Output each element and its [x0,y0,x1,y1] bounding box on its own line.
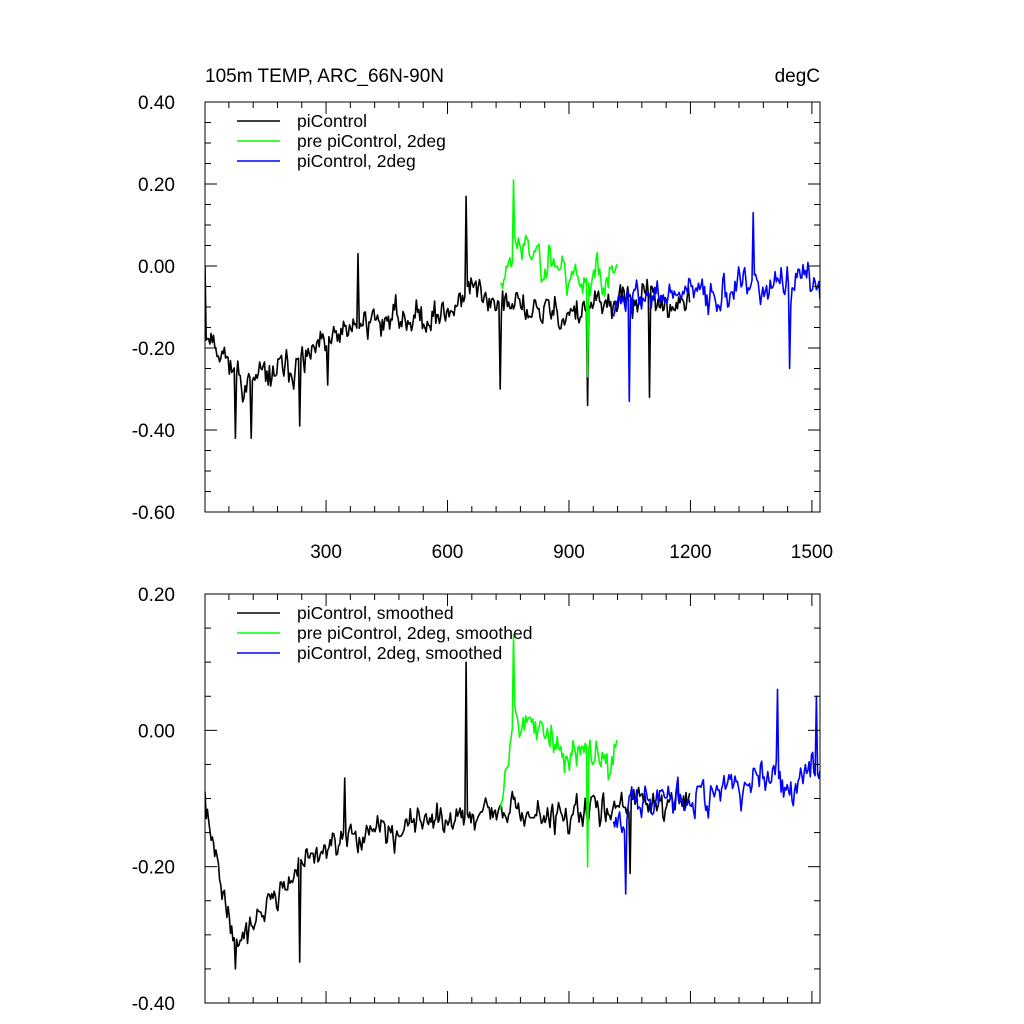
y-tick-label: -0.40 [132,421,175,442]
series-line-2 [499,634,618,868]
y-tick-label: 0.40 [138,93,175,114]
series-group [205,179,820,439]
series-line-3 [612,688,820,895]
series-line-1 [205,661,691,970]
y-tick-label: -0.20 [132,858,175,879]
series-group [205,634,820,970]
legend-label: pre piControl, 2deg [297,131,446,151]
y-tick-label: -0.40 [132,994,175,1015]
chart-units: degC [775,66,820,87]
y-tick-label: -0.20 [132,339,175,360]
x-tick-label: 1200 [669,542,711,563]
legend-label: piControl, 2deg [297,151,416,171]
x-tick-label: 300 [310,542,342,563]
series-line-1 [205,195,691,439]
chart-title: 105m TEMP, ARC_66N-90N [205,66,444,87]
legend-label: piControl [297,111,367,131]
legend-label: piControl, 2deg, smoothed [297,643,502,663]
y-tick-label: 0.00 [138,721,175,742]
x-tick-label: 900 [553,542,585,563]
y-tick-label: -0.60 [132,503,175,524]
x-tick-label: 600 [432,542,464,563]
y-tick-label: 0.20 [138,175,175,196]
x-tick-label: 1500 [791,542,833,563]
y-tick-label: 0.20 [138,585,175,606]
panel-top: 105m TEMP, ARC_66N-90N degC -0.60 -0.40 -0.2… [132,66,833,563]
series-line-2 [500,179,618,378]
panel-bottom: -0.40 -0.20 0.00 0.20 piControl, smoothedpre… [132,585,821,1015]
series-line-3 [612,211,820,403]
legend-label: pre piControl, 2deg, smoothed [297,623,532,643]
y-tick-label: 0.00 [138,257,175,278]
legend-label: piControl, smoothed [297,603,454,623]
